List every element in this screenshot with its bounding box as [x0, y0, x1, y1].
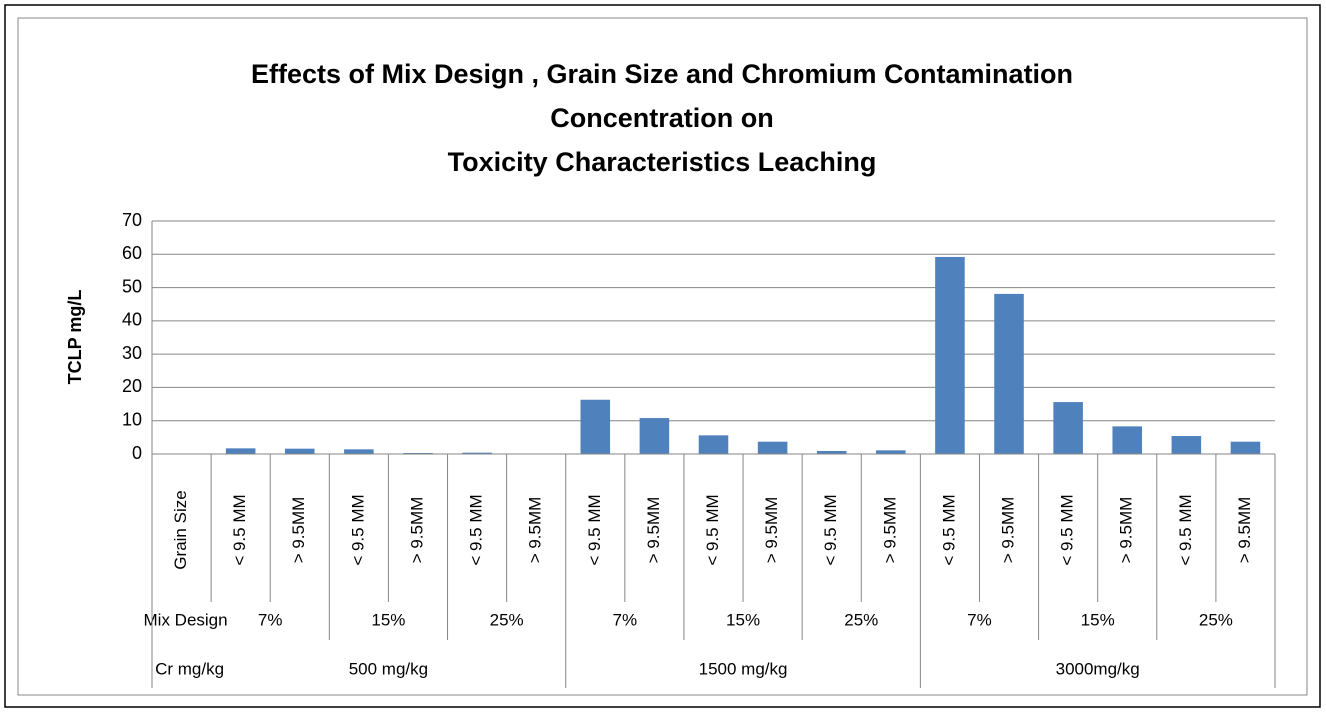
- bar: [994, 293, 1024, 454]
- x-tick-label: < 9.5 MM: [939, 494, 958, 565]
- outer-border: [4, 4, 1321, 708]
- bar: [284, 448, 315, 454]
- bar: [580, 399, 611, 454]
- mix-design-label: 15%: [1081, 610, 1115, 629]
- x-tick-label: < 9.5 MM: [1058, 494, 1077, 565]
- mix-design-label: 7%: [613, 610, 638, 629]
- bar: [639, 418, 670, 454]
- x-tick-label: > 9.5MM: [644, 497, 663, 564]
- mix-design-label: 15%: [726, 610, 760, 629]
- y-tick-label: 0: [132, 443, 142, 463]
- mix-design-label: Mix Design: [144, 610, 228, 629]
- bar: [698, 435, 729, 454]
- x-tick-label: Grain Size: [171, 490, 190, 569]
- x-tick-label: < 9.5 MM: [348, 494, 367, 565]
- chart-title: Toxicity Characteristics Leaching: [448, 147, 877, 177]
- x-tick-label: > 9.5MM: [289, 497, 308, 564]
- x-tick-label: > 9.5MM: [762, 497, 781, 564]
- x-tick-label: < 9.5 MM: [703, 494, 722, 565]
- bar: [462, 452, 492, 454]
- x-tick-label: > 9.5MM: [1117, 497, 1136, 564]
- y-axis-label: TCLP mg/L: [65, 290, 85, 385]
- chart-title: Concentration on: [550, 103, 774, 133]
- bar: [816, 451, 847, 454]
- bar: [344, 449, 374, 454]
- x-tick-label: > 9.5MM: [1235, 497, 1254, 564]
- chart-title: Effects of Mix Design , Grain Size and C…: [251, 59, 1073, 89]
- mix-design-label: 7%: [967, 610, 992, 629]
- bar: [935, 256, 965, 454]
- cr-label: 1500 mg/kg: [699, 659, 788, 678]
- x-tick-label: > 9.5MM: [407, 497, 426, 564]
- y-tick-label: 20: [122, 376, 142, 396]
- y-tick-label: 70: [122, 210, 142, 230]
- bar: [1171, 436, 1202, 454]
- mix-design-label: 15%: [371, 610, 405, 629]
- x-tick-label: < 9.5 MM: [1176, 494, 1195, 565]
- bar: [1112, 426, 1143, 454]
- y-tick-label: 10: [122, 409, 142, 429]
- mix-design-label: 25%: [490, 610, 524, 629]
- y-tick-label: 30: [122, 343, 142, 363]
- bar: [757, 441, 788, 454]
- x-tick-label: > 9.5MM: [999, 497, 1018, 564]
- x-tick-label: < 9.5 MM: [467, 494, 486, 565]
- x-tick-label: > 9.5MM: [526, 497, 545, 564]
- mix-design-label: 25%: [844, 610, 878, 629]
- bar: [1230, 441, 1261, 454]
- y-tick-label: 50: [122, 276, 142, 296]
- y-tick-label: 60: [122, 243, 142, 263]
- cr-label: Cr mg/kg: [155, 659, 224, 678]
- mix-design-label: 7%: [258, 610, 283, 629]
- y-tick-label: 40: [122, 310, 142, 330]
- x-tick-label: < 9.5 MM: [230, 494, 249, 565]
- x-tick-label: < 9.5 MM: [821, 494, 840, 565]
- bar: [876, 450, 906, 454]
- x-tick-label: < 9.5 MM: [585, 494, 604, 565]
- bar: [225, 448, 256, 454]
- mix-design-label: 25%: [1199, 610, 1233, 629]
- cr-label: 3000mg/kg: [1056, 659, 1140, 678]
- bar: [1053, 402, 1083, 454]
- x-tick-label: > 9.5MM: [880, 497, 899, 564]
- cr-label: 500 mg/kg: [349, 659, 428, 678]
- chart-border: [17, 17, 1308, 696]
